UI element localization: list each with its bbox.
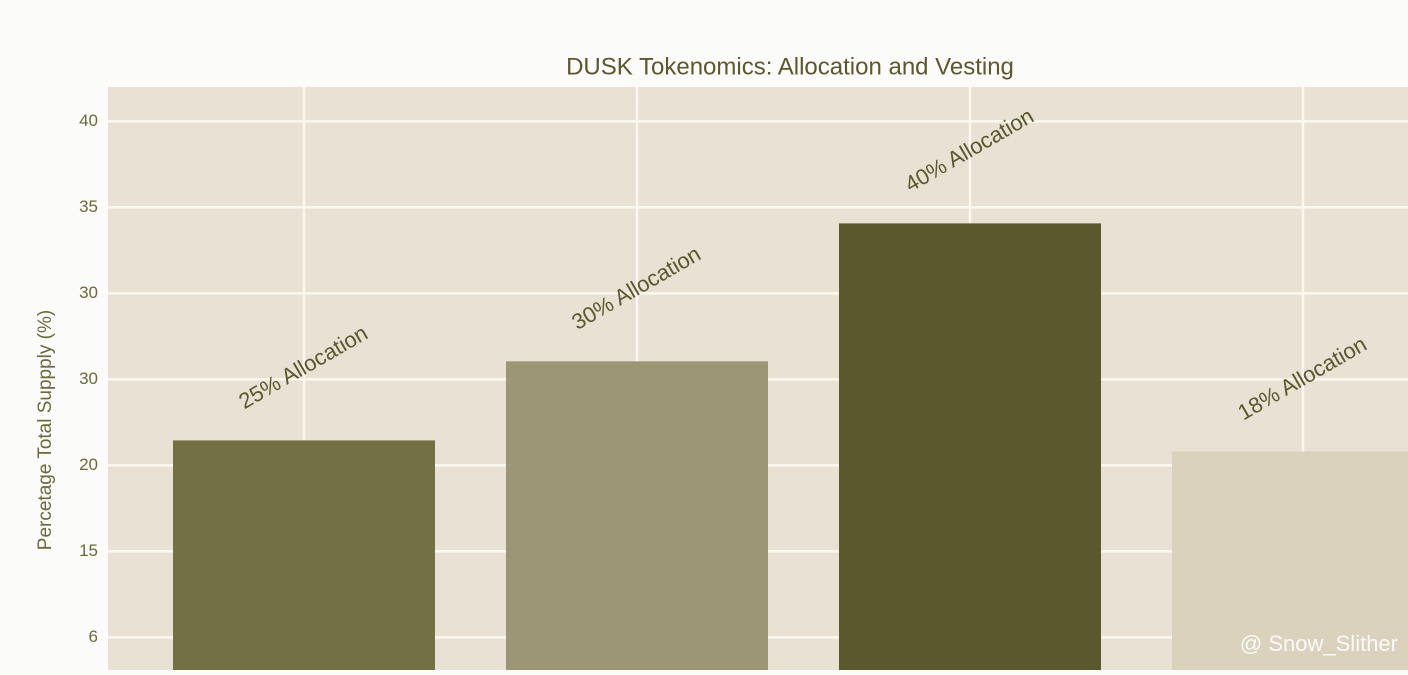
bar xyxy=(506,361,768,670)
y-tick-label: 30 xyxy=(79,283,98,302)
y-tick-label: 6 xyxy=(89,627,98,646)
chart-title: DUSK Tokenomics: Allocation and Vesting xyxy=(566,53,1014,80)
y-axis-label: Percetage Total Suppply (%) xyxy=(35,310,56,550)
watermark: @ Snow_Slither xyxy=(1240,631,1398,656)
y-tick-label: 15 xyxy=(79,541,98,560)
bar xyxy=(839,223,1101,670)
y-tick-label: 20 xyxy=(79,455,98,474)
bar xyxy=(1172,451,1408,670)
y-tick-label: 30 xyxy=(79,369,98,388)
y-tick-label: 35 xyxy=(79,197,98,216)
y-tick-label: 40 xyxy=(79,111,98,130)
bar xyxy=(173,440,435,670)
